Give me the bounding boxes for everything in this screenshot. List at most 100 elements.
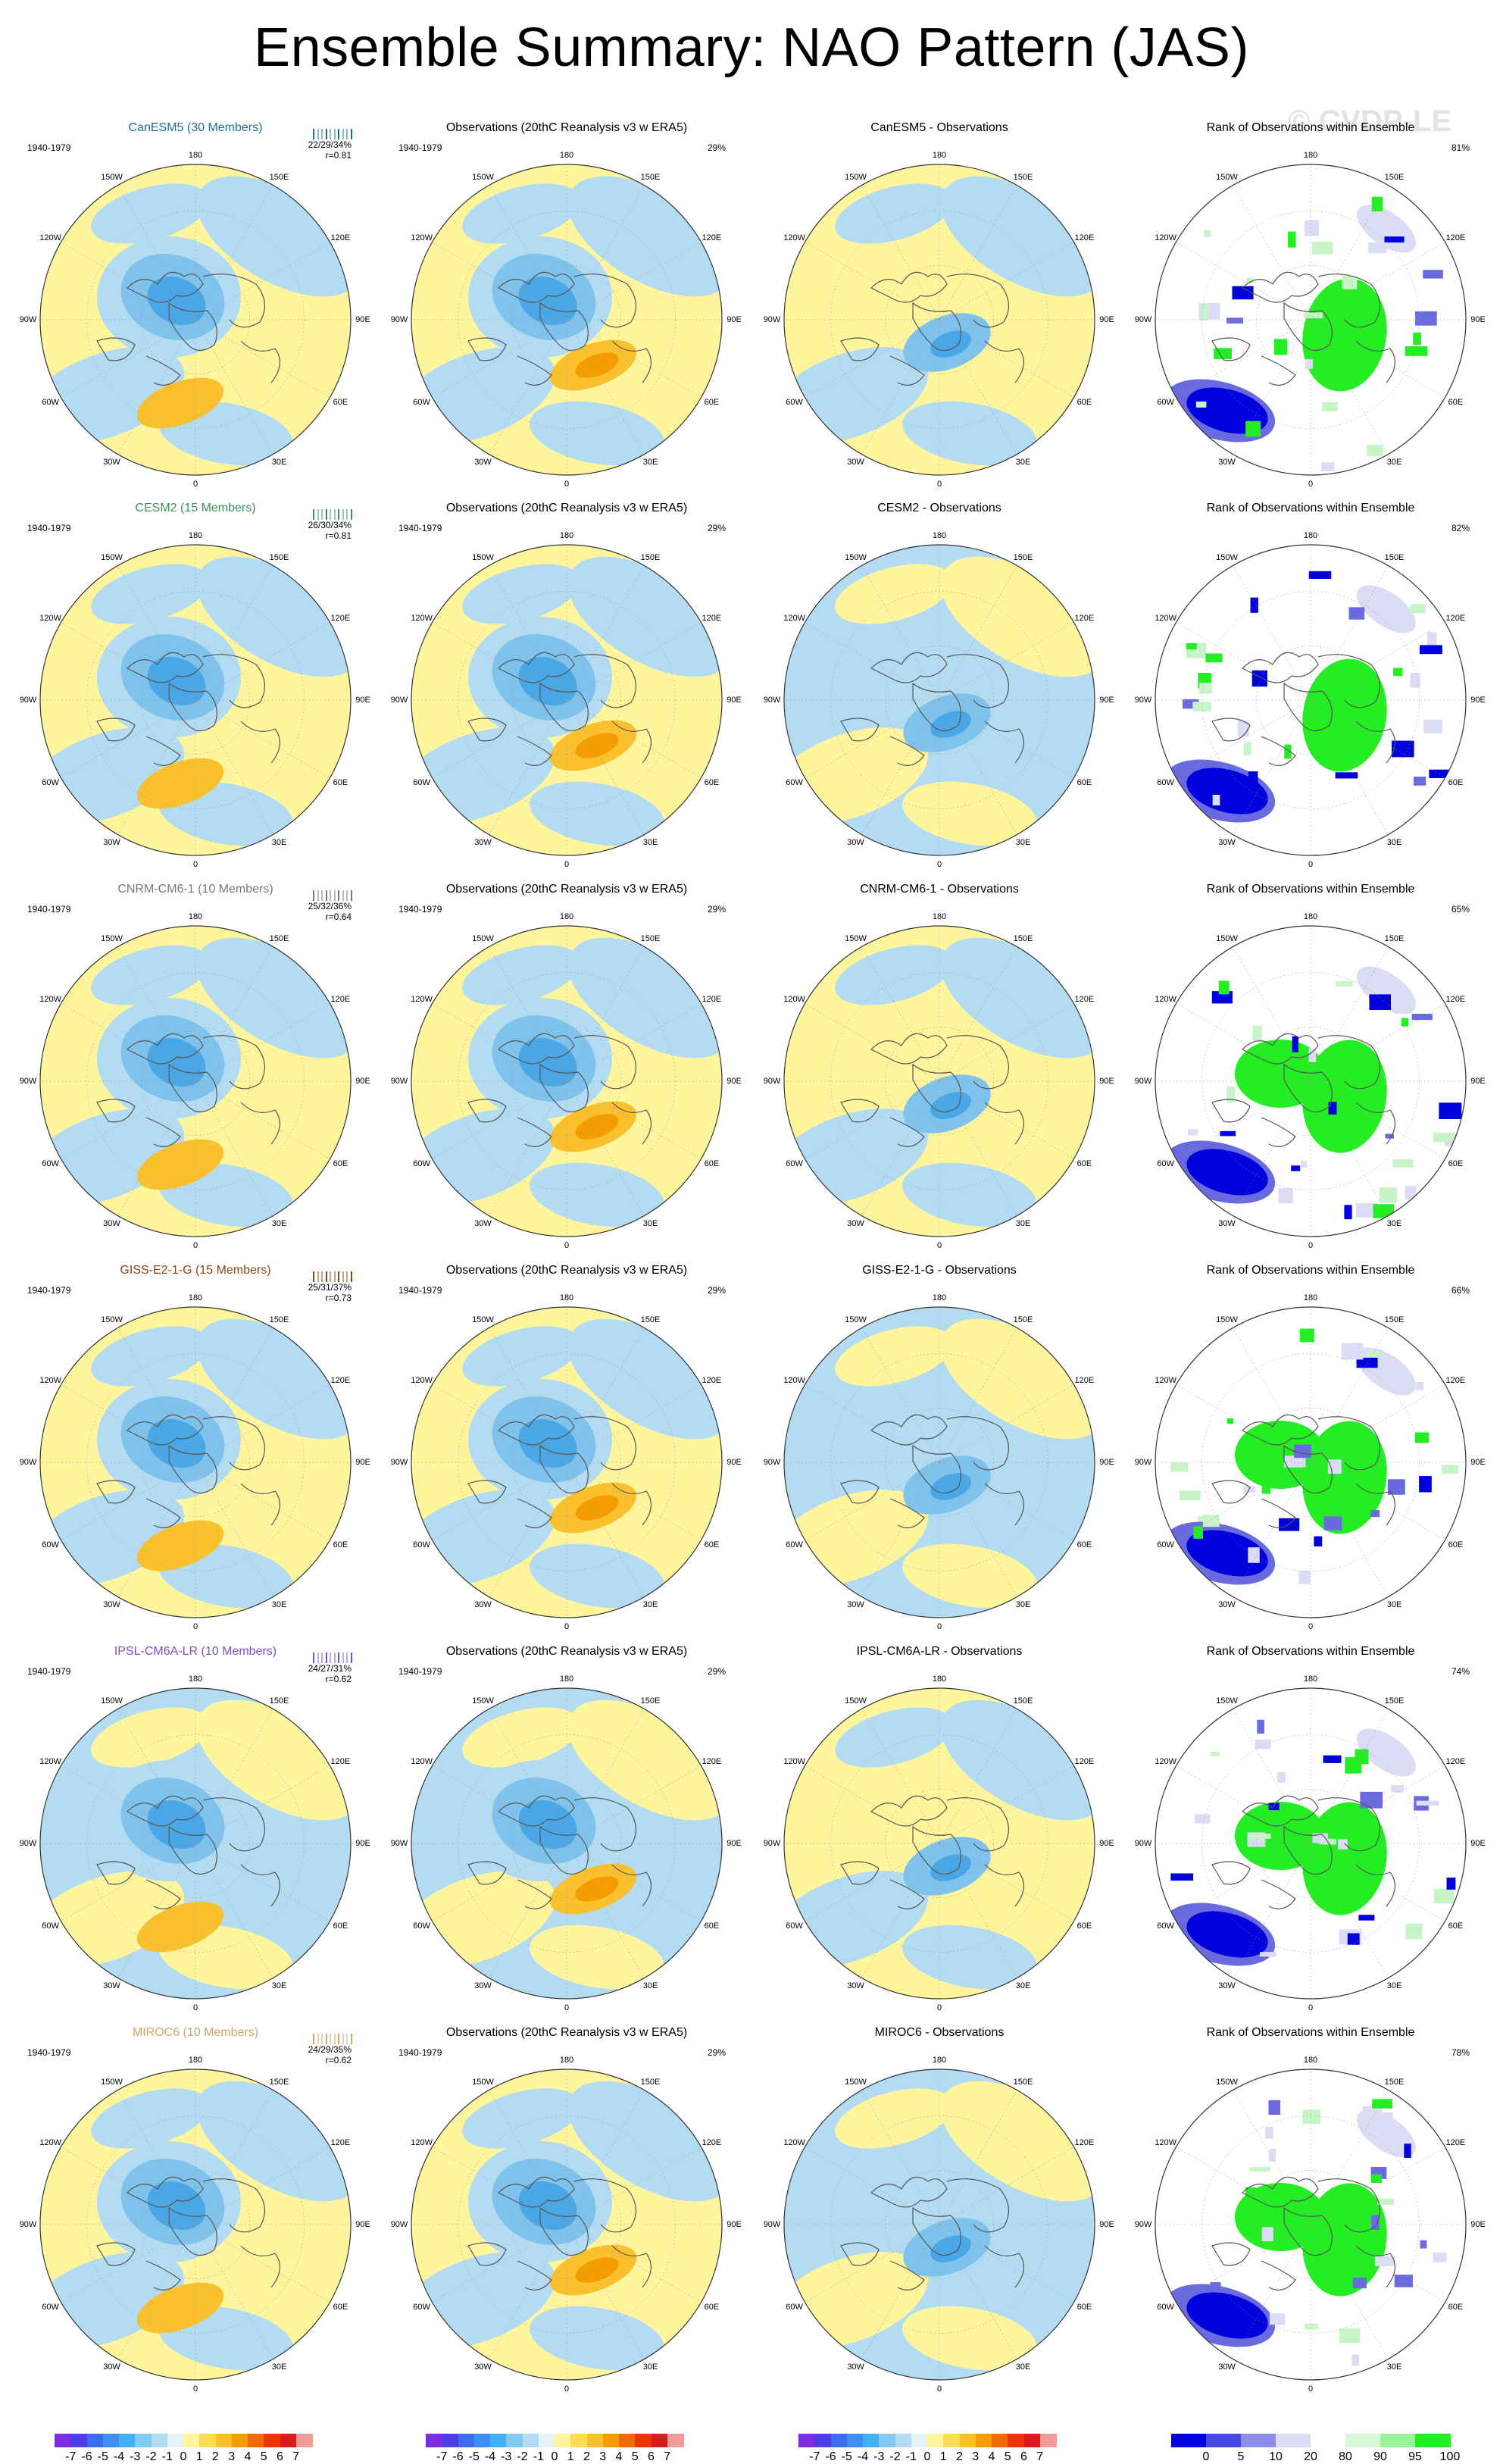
meridian (489, 699, 567, 835)
longitude-label: 30W (1218, 1599, 1236, 1609)
meridian (195, 2224, 330, 2303)
anomaly-band (462, 564, 580, 624)
rank-patch (1374, 2256, 1395, 2266)
meridian (195, 699, 273, 835)
rank-percent: 81% (1451, 142, 1470, 153)
coastline (573, 274, 636, 328)
coastline (126, 652, 204, 683)
high-pressure-core (575, 2257, 619, 2283)
longitude-label: 90W (19, 1077, 37, 1086)
diff-panel-title: IPSL-CM6A-LR - Observations (856, 1645, 1023, 1658)
model-panel-title: CESM2 (15 Members) (135, 502, 256, 514)
coastline (870, 271, 948, 303)
colorbar-tick-label: 10 (1269, 2450, 1283, 2463)
longitude-label: 150E (1013, 553, 1033, 563)
longitude-label: 120E (702, 613, 722, 623)
parallel (1201, 972, 1420, 1190)
meridian (195, 1843, 273, 1978)
colorbar-tick-label: 1 (567, 2450, 574, 2463)
longitude-label: 120W (783, 1375, 805, 1385)
anomaly-band (462, 1707, 580, 1768)
rank-patch (1303, 312, 1323, 319)
high-pressure-region (136, 758, 224, 809)
longitude-label: 60W (1157, 1540, 1174, 1549)
anomaly-band (462, 1326, 580, 1387)
colorbar-cell (651, 2434, 668, 2447)
meridian (1176, 1765, 1311, 1844)
longitude-label: 30E (1015, 1599, 1031, 1609)
longitude-label: 30W (1218, 1981, 1236, 1990)
model-map (39, 544, 352, 856)
coastline (517, 1498, 552, 1528)
longitude-label: 150W (101, 173, 123, 183)
difference-center (930, 1473, 971, 1500)
longitude-label: 0 (1308, 2384, 1314, 2394)
member-tick (338, 890, 339, 901)
longitude-label: 90W (19, 2220, 37, 2229)
rank-patch (1243, 742, 1251, 756)
longitude-label: 150W (472, 1696, 494, 1706)
longitude-label: 90E (1099, 1458, 1114, 1467)
member-tick (333, 1653, 336, 1663)
coastline (946, 2178, 1009, 2233)
anomaly-band (91, 1707, 209, 1768)
longitude-label: 150W (472, 2078, 494, 2087)
rank-patch (1292, 1036, 1298, 1052)
longitude-label: 120E (1445, 233, 1466, 242)
coastline (840, 1861, 880, 1885)
member-distribution-glyph (313, 1653, 358, 1663)
rank-patch (1212, 794, 1220, 805)
rank-patch (1268, 2100, 1281, 2115)
longitude-label: 30W (474, 457, 492, 467)
member-tick (338, 2034, 339, 2044)
panel-model-row-3: 180 150E 120E 90E 60E 30E 0 30W 60W 90W 120W 150W CN… (14, 875, 377, 1254)
coastline (96, 1099, 136, 1123)
coastline (96, 337, 136, 361)
coastline (1261, 1879, 1296, 1909)
meridian (939, 2224, 1074, 2303)
variance-range: 22/29/34% (308, 139, 352, 150)
longitude-label: 90E (1099, 315, 1114, 324)
parallel (885, 2170, 994, 2279)
longitude-label: 120W (1155, 1375, 1176, 1385)
longitude-label: 150E (1013, 1696, 1033, 1706)
longitude-label: 60E (1076, 1159, 1092, 1168)
obs-panel-title: Observations (20thC Reanalysis v3 w ERA5… (445, 502, 688, 514)
meridian (195, 2090, 273, 2225)
meridian (489, 185, 567, 321)
longitude-label: 90E (355, 1839, 370, 1848)
coastline (573, 1416, 636, 1471)
meridian (195, 1080, 330, 1159)
longitude-label: 90W (19, 315, 37, 324)
longitude-label: 150W (101, 934, 123, 944)
longitude-label: 120E (1074, 1756, 1095, 1766)
member-tick (317, 1271, 319, 1282)
rank-patch (1301, 1160, 1308, 1168)
coastline (1355, 1102, 1395, 1145)
meridian (939, 1765, 1074, 1844)
high-pressure-core (575, 1114, 619, 1140)
map-border (1155, 925, 1467, 1237)
member-tick (321, 129, 323, 139)
rank-patch (1170, 1873, 1193, 1881)
anomaly-band (940, 176, 1095, 297)
anomaly-band (196, 176, 351, 297)
member-tick (313, 890, 314, 901)
longitude-label: 60W (786, 2302, 803, 2312)
meridian (489, 1462, 567, 1597)
colorbar-cell (586, 2434, 604, 2447)
longitude-label: 180 (188, 1674, 203, 1684)
longitude-label: 90E (1099, 696, 1114, 705)
map-border (1155, 1306, 1467, 1618)
coastline (946, 1035, 1009, 1090)
longitude-label: 90W (390, 315, 408, 324)
meridian (566, 185, 645, 321)
parallel (458, 1734, 676, 1953)
longitude-label: 180 (1303, 912, 1318, 921)
meridian (195, 1765, 330, 1844)
colorbar-tick-label: -6 (825, 2450, 836, 2463)
model-panel-title: MIROC6 (10 Members) (132, 2026, 259, 2039)
variance-explained: 29% (707, 142, 726, 153)
colorbar-cell (1311, 2434, 1346, 2447)
low-pressure-center (147, 1037, 206, 1087)
